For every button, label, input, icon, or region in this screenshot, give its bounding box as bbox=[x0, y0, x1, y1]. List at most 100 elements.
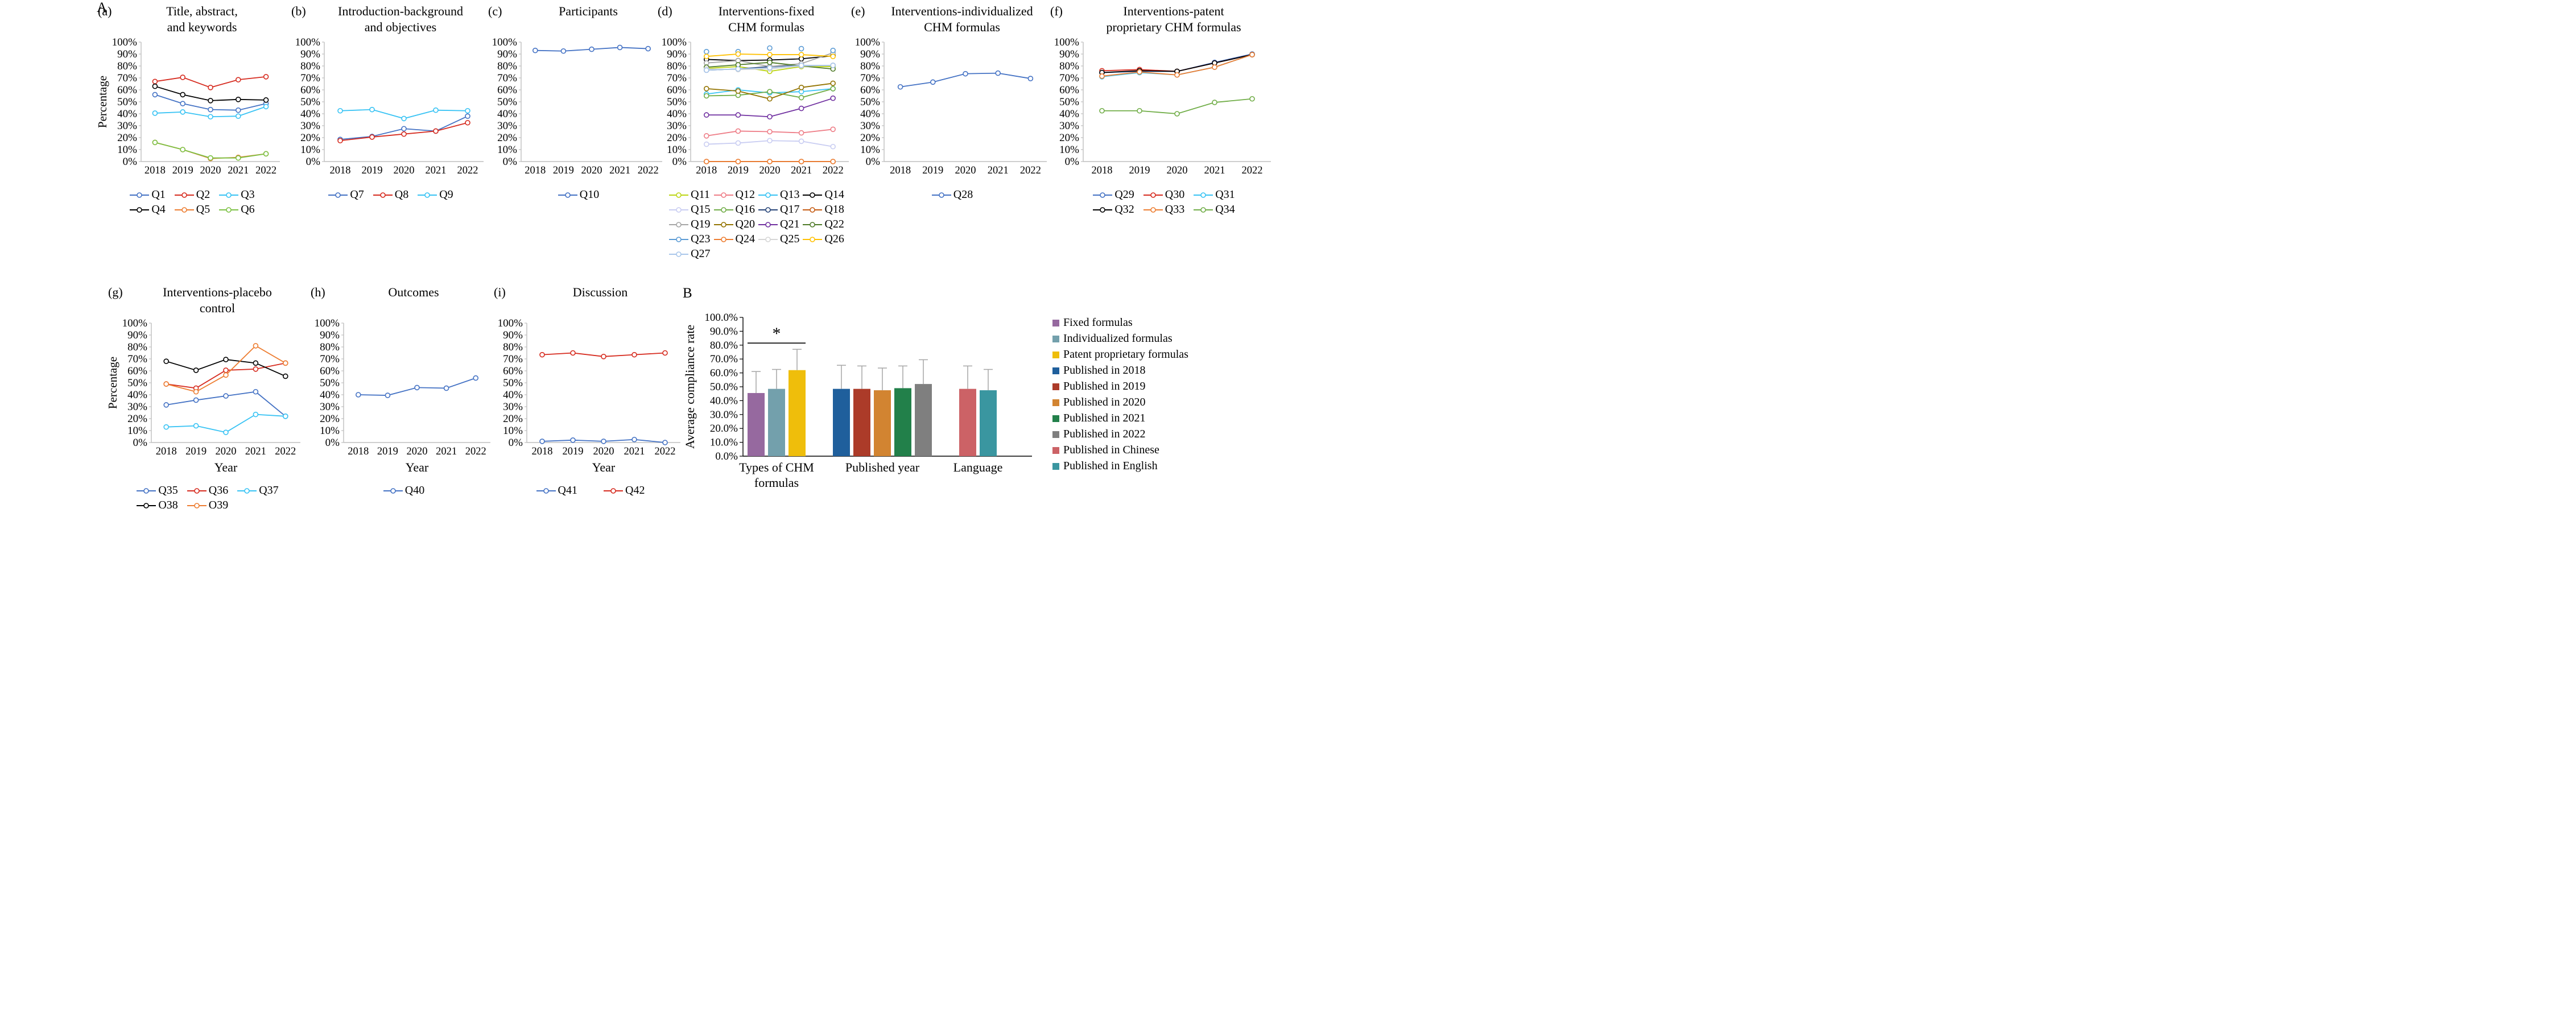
data-point-Q37-2020 bbox=[223, 429, 229, 435]
y-tick-label: 80% bbox=[117, 60, 137, 72]
legend-label: Q15 bbox=[691, 203, 711, 216]
y-tick-label: 50% bbox=[117, 96, 137, 108]
x-tick-label: 2022 bbox=[465, 446, 486, 457]
chart-d: 100%90%80%70%60%50%40%30%20%10%0% 2018 201… bbox=[662, 36, 849, 176]
panel-b-tag: (b) bbox=[291, 4, 306, 18]
data-point-Q26-2019 bbox=[735, 51, 741, 57]
legend-label: Q35 bbox=[158, 484, 178, 497]
chart-B: 100.0%90.0% 80.0%70.0% 60.0% 50.0% 40.0% 30.0… bbox=[685, 312, 1032, 490]
y-tick-label: 50% bbox=[860, 96, 880, 108]
legend-label: Q6 bbox=[241, 203, 255, 216]
legend-item-Q24: Q24 bbox=[713, 233, 755, 246]
x-tick-label: 2022 bbox=[457, 165, 478, 176]
y-tick-label: 80% bbox=[320, 341, 340, 353]
panel-f-header: (f) Interventions-patent proprietary CHM f… bbox=[1050, 3, 1278, 36]
legend-swatch-icon bbox=[1052, 335, 1059, 342]
legend-item-Q21: Q21 bbox=[758, 218, 799, 231]
data-point-Q16-2018 bbox=[704, 93, 709, 99]
data-point-Q28-2019 bbox=[930, 79, 936, 85]
y-tick-label: 90.0% bbox=[710, 325, 738, 337]
legend-swatch-icon bbox=[1052, 367, 1059, 374]
legend-label: Q16 bbox=[735, 203, 755, 216]
legend-item-published-in-2021: Published in 2021 bbox=[1052, 412, 1188, 425]
data-point-Q28-2018 bbox=[897, 84, 903, 90]
y-tick-label: 60% bbox=[497, 84, 517, 96]
y-tick-label: 0% bbox=[325, 437, 340, 449]
y-tick-label: 0% bbox=[306, 156, 321, 168]
data-point-Q3-2018 bbox=[152, 110, 158, 116]
data-point-Q40-2018 bbox=[356, 392, 361, 398]
series-Q15 bbox=[704, 138, 836, 150]
y-tick-label: 60% bbox=[1059, 84, 1079, 96]
y-tick-label: 30% bbox=[300, 120, 320, 132]
legend-item-Q9: Q9 bbox=[418, 188, 453, 201]
y-axis-title: Percentage bbox=[108, 357, 119, 409]
data-point-Q41-2019 bbox=[570, 437, 576, 443]
panel-f-title: Interventions-patent proprietary CHM form… bbox=[1106, 4, 1241, 34]
x-tick-label: 2020 bbox=[593, 446, 614, 457]
x-tick-label: 2018 bbox=[532, 446, 553, 457]
panel-a-tag: (a) bbox=[98, 4, 112, 18]
legend-item-published-in-2022: Published in 2022 bbox=[1052, 428, 1188, 441]
y-tick-label: 30.0% bbox=[710, 409, 738, 421]
legend-label: Published in English bbox=[1063, 460, 1158, 472]
x-tick-label: 2018 bbox=[696, 165, 717, 176]
series-Q39 bbox=[163, 343, 288, 395]
y-tick-label: 100% bbox=[662, 38, 687, 48]
y-tick-label: 40% bbox=[860, 108, 880, 120]
data-point-Q9-2021 bbox=[433, 107, 439, 113]
legend-line-marker-icon bbox=[558, 192, 577, 198]
data-point-Q39-2022 bbox=[282, 360, 288, 366]
data-point-Q20-2019 bbox=[735, 88, 741, 94]
data-point-Q40-2020 bbox=[414, 385, 420, 391]
data-point-Q7-2020 bbox=[401, 126, 407, 132]
x-tick-label: 2019 bbox=[185, 446, 207, 457]
data-point-Q23-2021 bbox=[798, 46, 804, 52]
series-Q10 bbox=[532, 44, 651, 54]
data-point-Q39-2021 bbox=[253, 343, 259, 349]
data-point-Q16-2020 bbox=[767, 89, 773, 94]
data-point-Q9-2020 bbox=[401, 115, 407, 122]
y-tick-label: 0% bbox=[503, 156, 518, 168]
panel-b-introduction: (b) Introduction-background and objectives… bbox=[291, 3, 490, 201]
legend-label: Q30 bbox=[1165, 188, 1185, 201]
x-tick-label: 2019 bbox=[728, 165, 749, 176]
series-Q41 bbox=[539, 436, 668, 445]
legend-item-Q40: Q40 bbox=[383, 484, 424, 497]
y-tick-label: 30% bbox=[1059, 120, 1079, 132]
y-tick-label: 20% bbox=[117, 132, 137, 144]
data-point-Q21-2021 bbox=[798, 105, 804, 111]
x-tick-label: 2018 bbox=[890, 165, 911, 176]
y-tick-label: 40% bbox=[497, 108, 517, 120]
legend-label: Patent proprietary formulas bbox=[1063, 348, 1188, 361]
y-tick-label: 20% bbox=[1059, 132, 1079, 144]
panel-a-header: (a) Title, abstract, and keywords bbox=[98, 3, 287, 36]
legend-item-Q16: Q16 bbox=[713, 203, 755, 216]
data-point-Q2-2019 bbox=[180, 75, 185, 80]
y-tick-label: 50% bbox=[320, 377, 340, 389]
legend-line-marker-icon bbox=[758, 236, 778, 242]
y-tick-label: 40% bbox=[503, 389, 523, 401]
y-tick-label: 70.0% bbox=[710, 353, 738, 365]
legend-line-marker-icon bbox=[713, 236, 733, 242]
series-Q32 bbox=[1099, 52, 1255, 76]
legend-f: Q29 Q30 Q31 Q32 Q33 Q34 bbox=[1050, 188, 1278, 216]
data-point-Q33-2021 bbox=[1212, 64, 1217, 70]
legend-item-Q19: Q19 bbox=[669, 218, 711, 231]
panel-c-participants: (c) Participants 100% 90% 80% 70% 60% 50% 40% 30%… bbox=[488, 3, 669, 201]
data-point-Q4-2018 bbox=[152, 83, 158, 89]
legend-label: Published in Chinese bbox=[1063, 444, 1159, 456]
legend-label: Q36 bbox=[208, 484, 229, 497]
x-tick-label: 2021 bbox=[228, 165, 249, 176]
chart-e: 100%90%80%70%60%50%40%30%20%10%0% 2018 201… bbox=[855, 36, 1047, 176]
legend-label: Fixed formulas bbox=[1063, 316, 1133, 329]
legend-d: Q11 Q12 Q13 Q14 Q15 Q16 Q17 Q18 Q19 Q20 Q21 Q22 Q23 Q… bbox=[658, 188, 856, 261]
legend-line-marker-icon bbox=[1143, 206, 1163, 213]
legend-line-marker-icon bbox=[758, 192, 778, 198]
data-point-Q23-2022 bbox=[830, 47, 836, 53]
x-axis-title: Year bbox=[592, 460, 616, 474]
legend-label: Q9 bbox=[439, 188, 453, 201]
legend-item-Q25: Q25 bbox=[758, 233, 799, 246]
data-point-Q1-2019 bbox=[180, 101, 185, 106]
legend-label: Q19 bbox=[691, 218, 711, 230]
